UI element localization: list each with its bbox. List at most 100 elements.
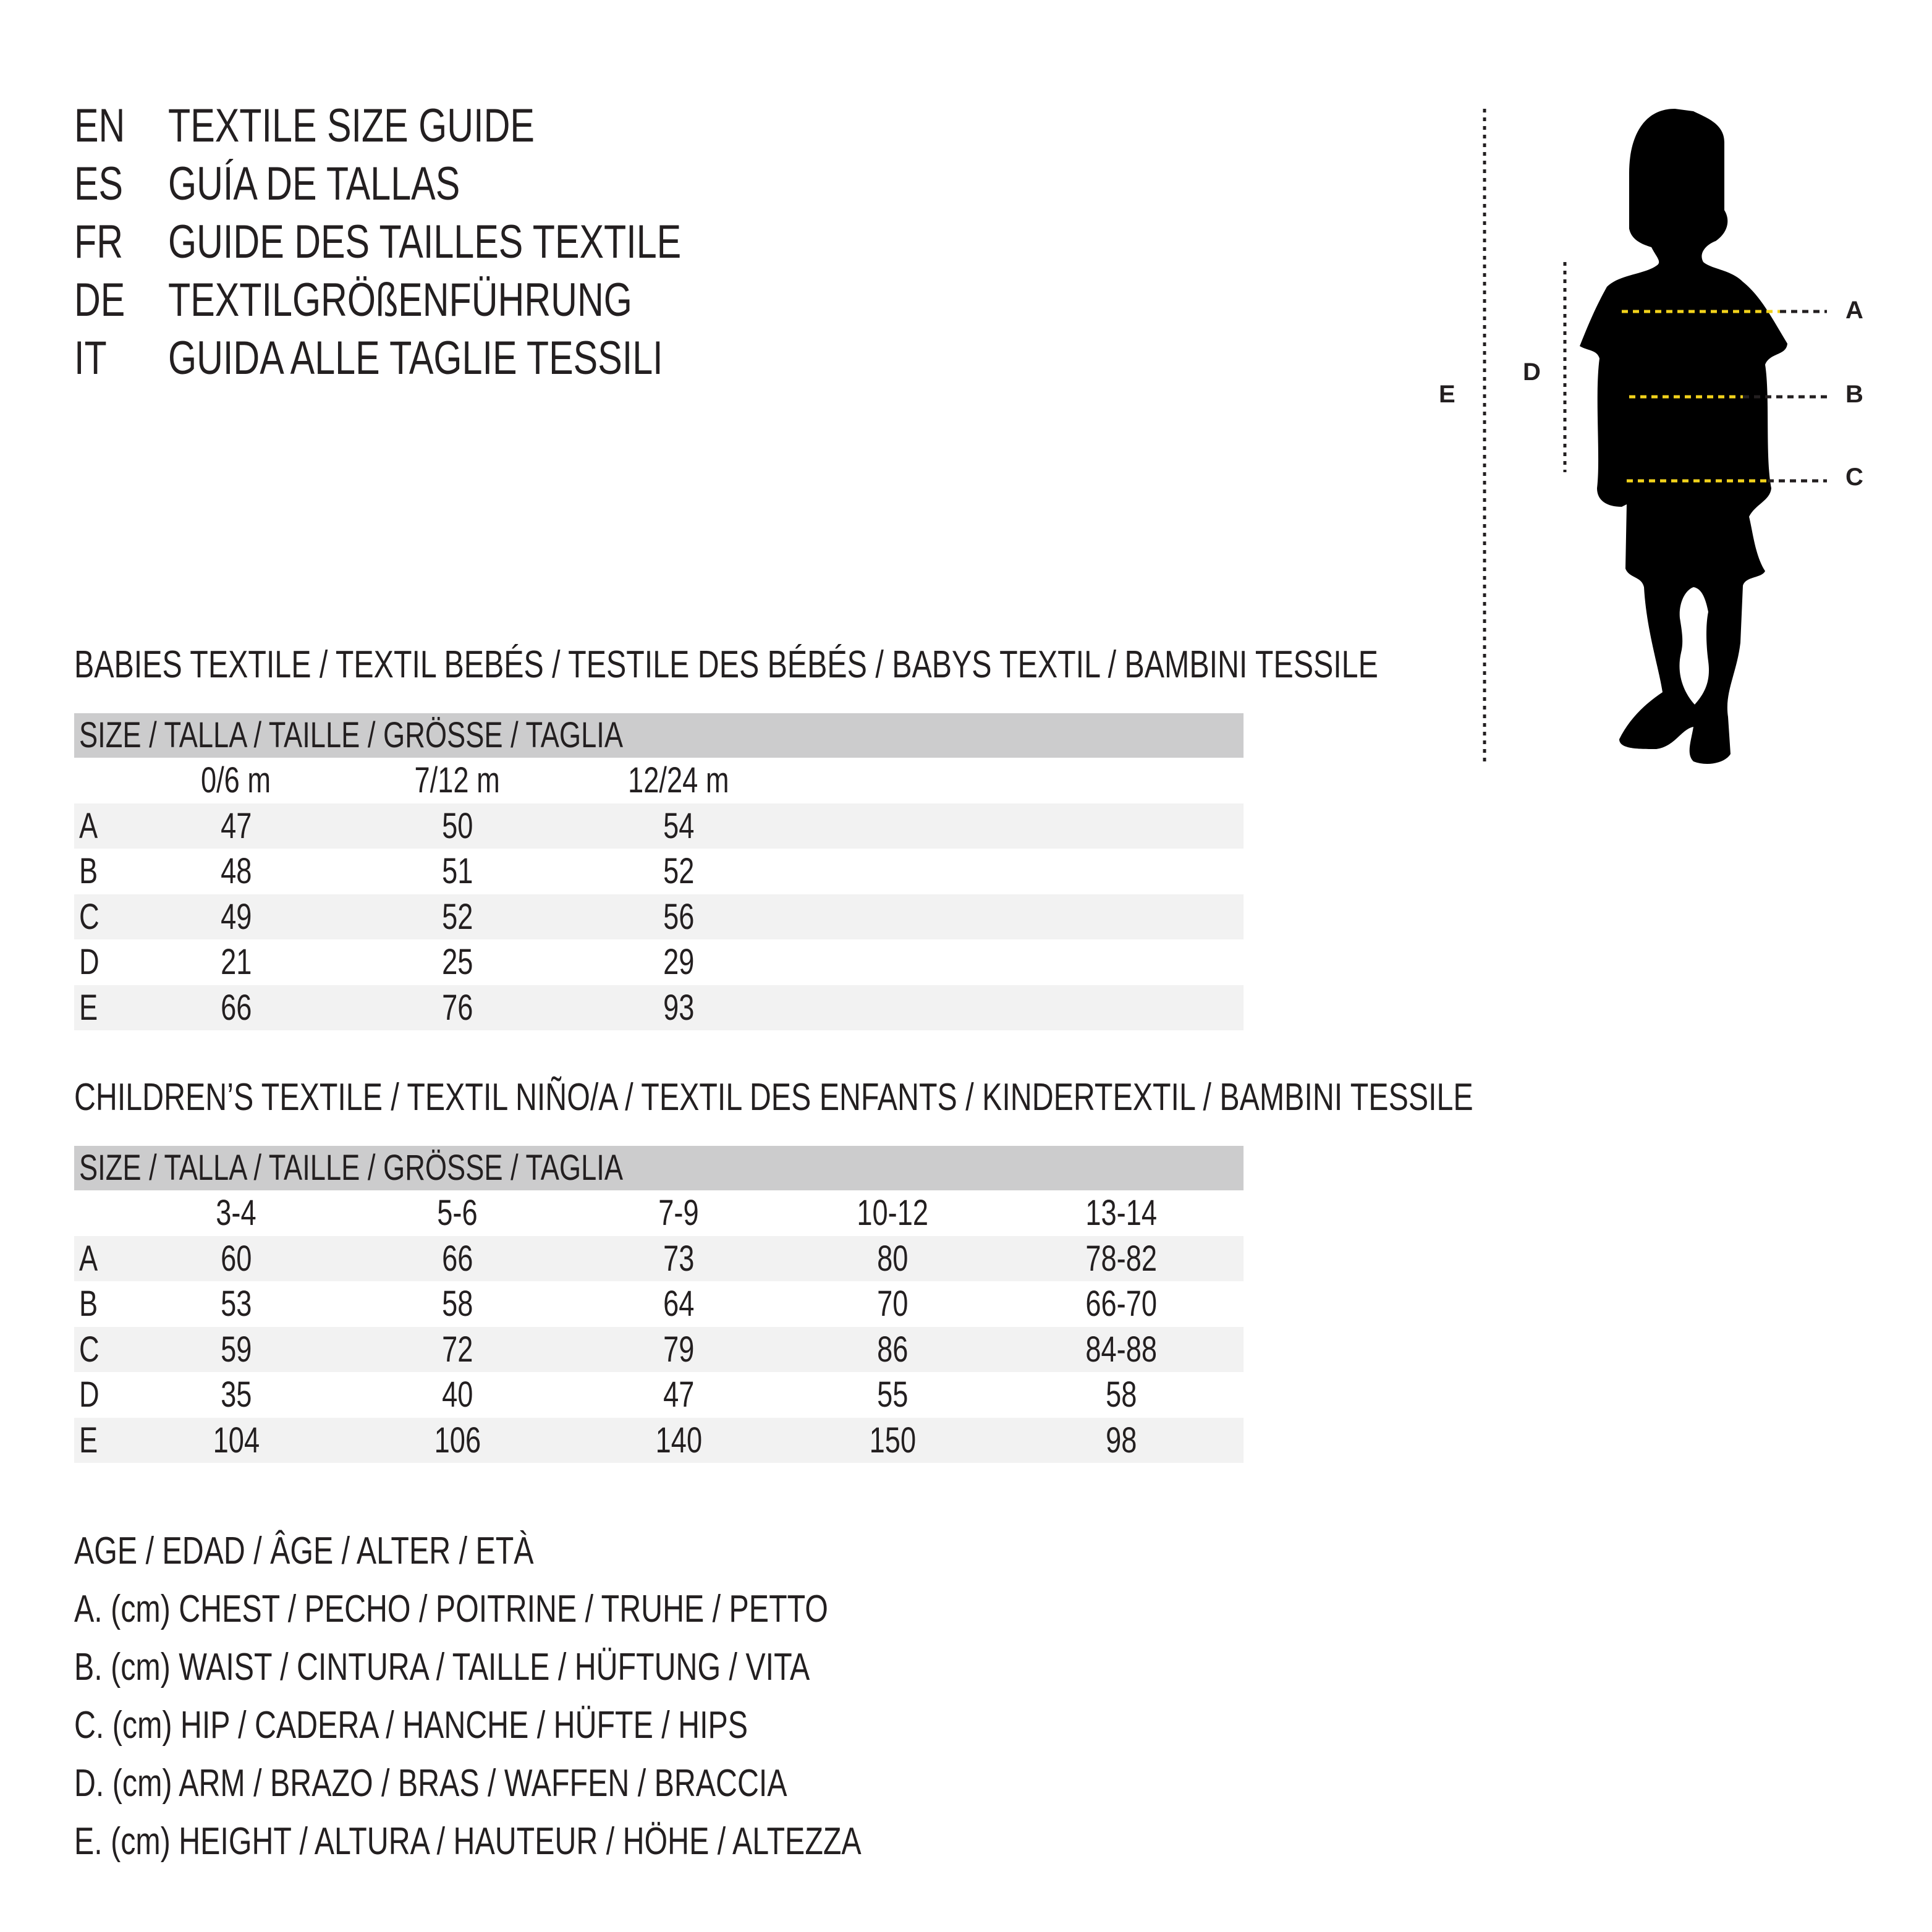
- table-row: C 59 72 79 86 84-88: [74, 1326, 1244, 1373]
- cell-value: 51: [441, 851, 473, 891]
- table-cell: 70: [800, 1281, 985, 1327]
- cell-value: 106: [434, 1420, 481, 1460]
- legend-text: D. (cm) ARM / BRAZO / BRAS / WAFFEN / BR…: [74, 1762, 787, 1805]
- cell-value: 72: [441, 1329, 473, 1370]
- legend-text: E. (cm) HEIGHT / ALTURA / HAUTEUR / HÖHE…: [74, 1820, 862, 1863]
- cell-value: 53: [220, 1284, 252, 1324]
- column-header-text: 0/6 m: [201, 760, 271, 800]
- cell-value: 56: [663, 896, 695, 937]
- lang-code: IT: [74, 332, 107, 384]
- label-c: C: [1845, 464, 1863, 491]
- table-cell: 53: [143, 1281, 329, 1327]
- table-cell: 58: [365, 1281, 550, 1327]
- column-header-row: 0/6 m 7/12 m 12/24 m: [74, 758, 1244, 803]
- table-cell: 60: [143, 1236, 329, 1282]
- child-silhouette-icon: [1580, 109, 1787, 764]
- table-row: D 35 40 47 55 58: [74, 1372, 1244, 1418]
- column-header-text: 5-6: [437, 1193, 478, 1233]
- cell-value: 66: [220, 987, 252, 1028]
- cell-value: 54: [663, 805, 695, 846]
- cell-value: 58: [441, 1284, 473, 1324]
- legend-text: A. (cm) CHEST / PECHO / POITRINE / TRUHE…: [74, 1588, 828, 1630]
- table-cell: 21: [143, 939, 329, 985]
- cell-value: 70: [876, 1284, 909, 1324]
- table-cell: 29: [586, 939, 771, 985]
- leg-gap: [1679, 587, 1710, 705]
- cell-value: 47: [220, 805, 252, 846]
- size-header: SIZE / TALLA / TAILLE / GRÖSSE / TAGLIA: [74, 1146, 1244, 1190]
- column-header: 7-9: [586, 1190, 771, 1236]
- lang-code: FR: [74, 216, 124, 268]
- label-b: B: [1845, 381, 1863, 408]
- cell-value: 79: [663, 1329, 695, 1370]
- table-cell: 52: [365, 894, 550, 940]
- table-cell: 58: [1028, 1372, 1214, 1418]
- cell-value: 50: [441, 805, 473, 846]
- cell-value: 64: [663, 1284, 695, 1324]
- cell-value: 52: [441, 896, 473, 937]
- cell-value: 55: [876, 1375, 909, 1415]
- table-cell: 55: [800, 1372, 985, 1418]
- column-header-text: 12/24 m: [628, 760, 729, 800]
- table-cell: 40: [365, 1372, 550, 1418]
- cell-value: 58: [1105, 1375, 1137, 1415]
- legend-age: AGE / EDAD / ÂGE / ALTER / ETÀ: [74, 1522, 663, 1580]
- cell-value: 76: [441, 987, 473, 1028]
- table-row: E 104 106 140 150 98: [74, 1417, 1244, 1464]
- column-header-row: 3-4 5-6 7-9 10-12 13-14: [74, 1190, 1244, 1236]
- table-cell: 84-88: [1028, 1327, 1214, 1373]
- table-cell: 106: [365, 1418, 550, 1464]
- row-label: D: [79, 1375, 100, 1415]
- cell-value: 66: [441, 1238, 473, 1279]
- cell-value: 140: [655, 1420, 702, 1460]
- cell-value: 78-82: [1085, 1238, 1157, 1279]
- column-header-text: 3-4: [216, 1193, 256, 1233]
- table-cell: 49: [143, 894, 329, 940]
- row-label: E: [79, 987, 98, 1028]
- table-cell: 66: [143, 985, 329, 1031]
- cell-value: 60: [220, 1238, 252, 1279]
- column-header: 13-14: [1028, 1190, 1214, 1236]
- legend-arm: D. (cm) ARM / BRAZO / BRAS / WAFFEN / BR…: [74, 1755, 988, 1813]
- row-label: A: [79, 805, 98, 846]
- table-row: D 21 25 29: [74, 939, 1244, 985]
- row-label: A: [79, 1238, 98, 1279]
- cell-value: 104: [213, 1420, 260, 1460]
- row-label: E: [79, 1420, 98, 1460]
- cell-value: 86: [876, 1329, 909, 1370]
- legend-waist: B. (cm) WAIST / CINTURA / TAILLE / HÜFTU…: [74, 1638, 1017, 1697]
- table-cell: 140: [586, 1418, 771, 1464]
- cell-value: 35: [220, 1375, 252, 1415]
- table-cell: 66-70: [1028, 1281, 1214, 1327]
- table-cell: 50: [365, 803, 550, 849]
- table-cell: 150: [800, 1418, 985, 1464]
- column-header-text: 7/12 m: [414, 760, 501, 800]
- cell-value: 98: [1105, 1420, 1137, 1460]
- babies-size-table: SIZE / TALLA / TAILLE / GRÖSSE / TAGLIA …: [74, 713, 1244, 1030]
- table-row: B 53 58 64 70 66-70: [74, 1281, 1244, 1327]
- cell-value: 40: [441, 1375, 473, 1415]
- row-label: C: [79, 1329, 100, 1370]
- size-header: SIZE / TALLA / TAILLE / GRÖSSE / TAGLIA: [74, 713, 1244, 758]
- column-header: 0/6 m: [143, 758, 329, 803]
- legend-height: E. (cm) HEIGHT / ALTURA / HAUTEUR / HÖHE…: [74, 1813, 1083, 1871]
- table-row: A 60 66 73 80 78-82: [74, 1235, 1244, 1282]
- cell-value: 80: [876, 1238, 909, 1279]
- table-cell: 54: [586, 803, 771, 849]
- cell-value: 66-70: [1085, 1284, 1157, 1324]
- cell-value: 49: [220, 896, 252, 937]
- column-header: 3-4: [143, 1190, 329, 1236]
- table-cell: 66: [365, 1236, 550, 1282]
- table-cell: 25: [365, 939, 550, 985]
- table-cell: 52: [586, 849, 771, 894]
- row-label: D: [79, 942, 100, 982]
- table-cell: 56: [586, 894, 771, 940]
- table-row: E 66 76 93: [74, 985, 1244, 1031]
- title-text: GUIDA ALLE TAGLIE TESSILI: [168, 332, 663, 384]
- children-size-table: SIZE / TALLA / TAILLE / GRÖSSE / TAGLIA …: [74, 1146, 1244, 1463]
- cell-value: 29: [663, 942, 695, 982]
- legend-text: C. (cm) HIP / CADERA / HANCHE / HÜFTE / …: [74, 1704, 748, 1747]
- title-text: GUÍA DE TALLAS: [168, 158, 460, 210]
- table-row: B 48 51 52: [74, 849, 1244, 894]
